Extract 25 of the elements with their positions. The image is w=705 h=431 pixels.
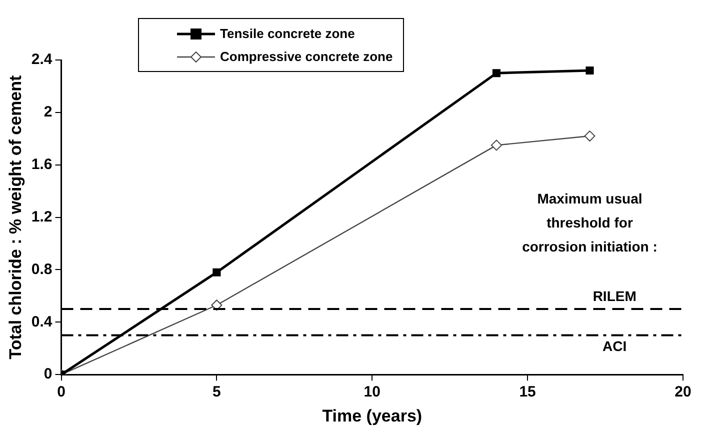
x-tick-label: 0 — [57, 384, 66, 401]
x-tick-label: 10 — [364, 384, 380, 401]
point — [492, 69, 501, 78]
point — [586, 66, 594, 75]
legend-label: Compressive concrete zone — [220, 49, 393, 64]
y-axis-title: Total chloride : % weight of cement — [6, 74, 25, 360]
y-tick-label: 2.4 — [31, 51, 53, 68]
y-tick-label: 1.6 — [31, 156, 52, 174]
ref-line-label: ACI — [602, 338, 627, 354]
point — [584, 130, 596, 142]
x-tick-label: 5 — [212, 384, 221, 401]
x-tick-label: 15 — [519, 384, 536, 401]
ref-line-label: RILEM — [592, 288, 636, 304]
y-tick-label: 0 — [44, 366, 52, 383]
y-tick-label: 2 — [44, 104, 52, 121]
x-axis-title: Time (years) — [322, 406, 422, 426]
point — [490, 140, 502, 151]
annotation: Maximum usual threshold for corrosion initiation : — [522, 190, 658, 254]
point — [211, 300, 222, 311]
y-tick-label: 0.4 — [31, 313, 53, 330]
point — [212, 268, 221, 276]
x-tick-label: 20 — [674, 384, 692, 401]
y-tick-label: 1.2 — [31, 208, 52, 226]
legend-label: Tensile concrete zone — [220, 26, 355, 41]
y-tick-label: 0.8 — [31, 260, 52, 278]
